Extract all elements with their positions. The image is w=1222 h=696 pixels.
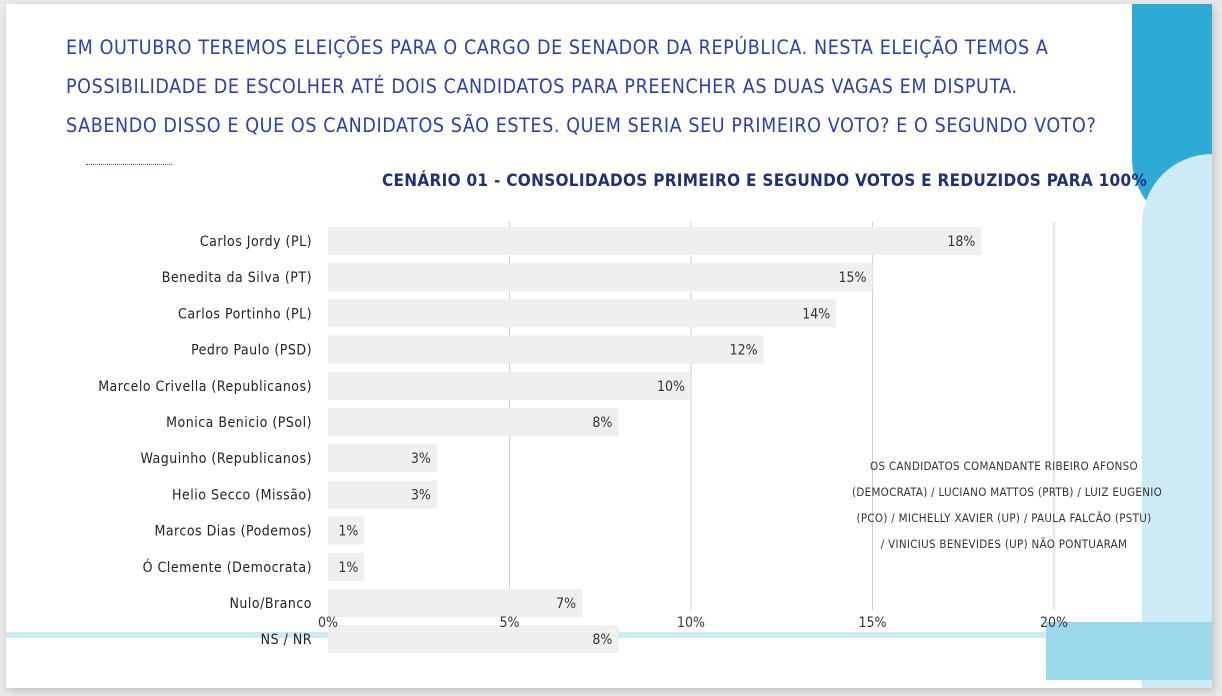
value-label: 18% bbox=[947, 234, 975, 250]
value-label: 1% bbox=[338, 524, 358, 540]
category-label: Carlos Portinho (PL) bbox=[178, 306, 312, 322]
category-label: Pedro Paulo (PSD) bbox=[191, 343, 312, 359]
question-line: SABENDO DISSO E QUE OS CANDIDATOS SÃO ES… bbox=[66, 114, 1097, 137]
category-label: Marcos Dias (Podemos) bbox=[154, 524, 312, 540]
category-label: Benedita da Silva (PT) bbox=[162, 270, 312, 286]
bar bbox=[328, 444, 437, 473]
value-label: 10% bbox=[657, 379, 685, 395]
slide: EM OUTUBRO TEREMOS ELEIÇÕES PARA O CARGO… bbox=[6, 4, 1212, 688]
survey-question: EM OUTUBRO TEREMOS ELEIÇÕES PARA O CARGO… bbox=[66, 28, 1106, 145]
bar bbox=[328, 552, 365, 581]
category-label: Nulo/Branco bbox=[230, 596, 313, 612]
bar bbox=[328, 335, 764, 364]
value-label: 1% bbox=[338, 560, 358, 576]
category-label: NS / NR bbox=[261, 632, 312, 648]
bar bbox=[328, 408, 619, 436]
decorative-dotted-line bbox=[86, 164, 172, 165]
x-tick-label: 20% bbox=[1040, 615, 1068, 631]
value-label: 14% bbox=[802, 306, 830, 322]
x-tick-label: 0% bbox=[318, 615, 338, 631]
bar bbox=[328, 589, 583, 617]
value-label: 7% bbox=[556, 596, 576, 612]
question-line: EM OUTUBRO TEREMOS ELEIÇÕES PARA O CARGO… bbox=[66, 36, 1049, 59]
question-line: POSSIBILIDADE DE ESCOLHER ATÉ DOIS CANDI… bbox=[66, 75, 1018, 98]
note-line: / VINICIUS BENEVIDES (UP) NÃO PONTUARAM bbox=[880, 537, 1128, 551]
bar bbox=[328, 480, 437, 509]
value-label: 8% bbox=[592, 415, 612, 431]
note-line: (PCO) / MICHELLY XAVIER (UP) / PAULA FAL… bbox=[856, 511, 1152, 525]
decorative-shape-light bbox=[1142, 154, 1212, 688]
x-tick-label: 15% bbox=[859, 615, 887, 631]
bar bbox=[328, 516, 365, 545]
bar bbox=[328, 227, 982, 255]
category-label: Ó Clemente (Democrata) bbox=[143, 558, 312, 576]
x-tick-label: 10% bbox=[677, 615, 705, 631]
category-label: Monica Benicio (PSol) bbox=[166, 415, 312, 431]
bar-chart: 0% 5% 10% 15% 20% Carlos Jordy (PL) 18% Benedit… bbox=[98, 222, 1068, 654]
bar bbox=[328, 371, 691, 400]
note-line: (DEMOCRATA) / LUCIANO MATTOS (PRTB) / LU… bbox=[852, 485, 1163, 499]
category-label: Helio Secco (Missão) bbox=[172, 487, 312, 503]
note-line: OS CANDIDATOS COMANDANTE RIBEIRO AFONSO bbox=[870, 459, 1138, 473]
category-label: Marcelo Crivella (Republicanos) bbox=[98, 379, 312, 395]
x-tick-label: 5% bbox=[500, 615, 520, 631]
chart-title: CENÁRIO 01 - CONSOLIDADOS PRIMEIRO E SEG… bbox=[382, 171, 1148, 191]
value-label: 12% bbox=[730, 343, 758, 359]
bar bbox=[328, 625, 619, 654]
value-label: 8% bbox=[592, 632, 612, 648]
category-label: Waguinho (Republicanos) bbox=[140, 451, 312, 467]
bar bbox=[328, 299, 837, 328]
value-label: 3% bbox=[411, 451, 431, 467]
bar bbox=[328, 263, 873, 292]
non-scoring-candidates-note: OS CANDIDATOS COMANDANTE RIBEIRO AFONSO … bbox=[852, 453, 1163, 557]
value-label: 15% bbox=[839, 270, 867, 286]
value-label: 3% bbox=[411, 487, 431, 503]
category-label: Carlos Jordy (PL) bbox=[200, 234, 312, 250]
decorative-bottom-block bbox=[1046, 622, 1212, 680]
